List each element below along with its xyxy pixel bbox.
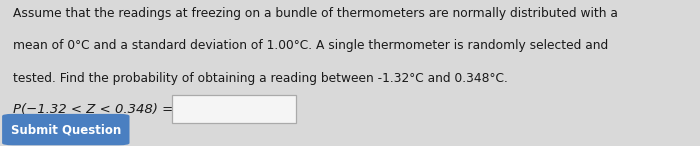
Text: mean of 0°C and a standard deviation of 1.00°C. A single thermometer is randomly: mean of 0°C and a standard deviation of … — [13, 39, 608, 52]
Text: Submit Question: Submit Question — [10, 123, 121, 136]
Text: Assume that the readings at freezing on a bundle of thermometers are normally di: Assume that the readings at freezing on … — [13, 7, 617, 20]
Text: tested. Find the probability of obtaining a reading between -1.32°C and 0.348°C.: tested. Find the probability of obtainin… — [13, 72, 508, 85]
Text: P(−1.32 < Z < 0.348) =: P(−1.32 < Z < 0.348) = — [13, 103, 173, 116]
FancyBboxPatch shape — [2, 114, 130, 145]
FancyBboxPatch shape — [172, 95, 296, 123]
